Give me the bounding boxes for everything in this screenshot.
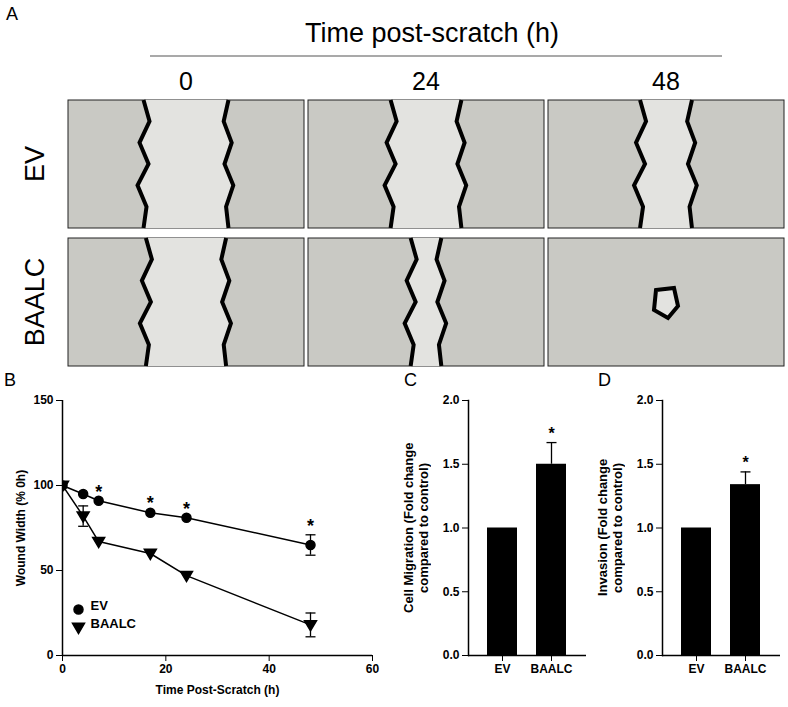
svg-text:BAALC: BAALC [91,616,137,631]
svg-text:Time Post-Scratch (h): Time Post-Scratch (h) [156,683,280,697]
svg-text:0: 0 [47,648,54,662]
svg-text:*: * [183,499,190,519]
svg-text:2.0: 2.0 [637,393,654,407]
svg-text:BAALC: BAALC [20,258,50,347]
svg-text:*: * [548,425,555,442]
svg-text:0: 0 [179,67,193,95]
svg-text:1.5: 1.5 [443,457,460,471]
svg-text:100: 100 [33,478,53,492]
svg-text:24: 24 [412,67,440,95]
html-text:Invasion (Fold change compared: Invasion (Fold change compared to contro… [595,458,625,597]
svg-text:EV: EV [494,662,510,676]
svg-text:*: * [307,516,314,536]
svg-text:0: 0 [59,662,66,676]
svg-text:50: 50 [40,563,54,577]
svg-text:40: 40 [262,662,276,676]
svg-text:1.0: 1.0 [443,521,460,535]
svg-text:EV: EV [20,146,50,182]
svg-text:BAALC: BAALC [725,662,767,676]
svg-text:0.0: 0.0 [443,648,460,662]
svg-text:*: * [95,482,102,502]
svg-text:*: * [742,454,749,471]
svg-text:0.5: 0.5 [443,585,460,599]
svg-text:2.0: 2.0 [443,393,460,407]
svg-text:Wound Width (% 0h): Wound Width (% 0h) [14,470,28,586]
html-text:C: C [404,370,417,390]
html-text:D: D [598,370,611,390]
svg-text:EV: EV [91,598,109,613]
svg-text:60: 60 [366,662,380,676]
svg-text:1.0: 1.0 [637,521,654,535]
svg-text:1.5: 1.5 [637,457,654,471]
html-text:Cell Migration (Fold change co: Cell Migration (Fold change compared to … [401,442,431,613]
svg-text:Time post-scratch (h): Time post-scratch (h) [305,18,559,48]
svg-text:*: * [147,493,154,513]
svg-text:EV: EV [688,662,704,676]
svg-text:150: 150 [33,393,53,407]
svg-text:48: 48 [652,67,680,95]
svg-text:20: 20 [159,662,173,676]
html-text:B: B [4,370,16,390]
svg-text:A: A [6,4,18,24]
svg-text:0.0: 0.0 [637,648,654,662]
svg-text:0.5: 0.5 [637,585,654,599]
svg-text:BAALC: BAALC [531,662,573,676]
